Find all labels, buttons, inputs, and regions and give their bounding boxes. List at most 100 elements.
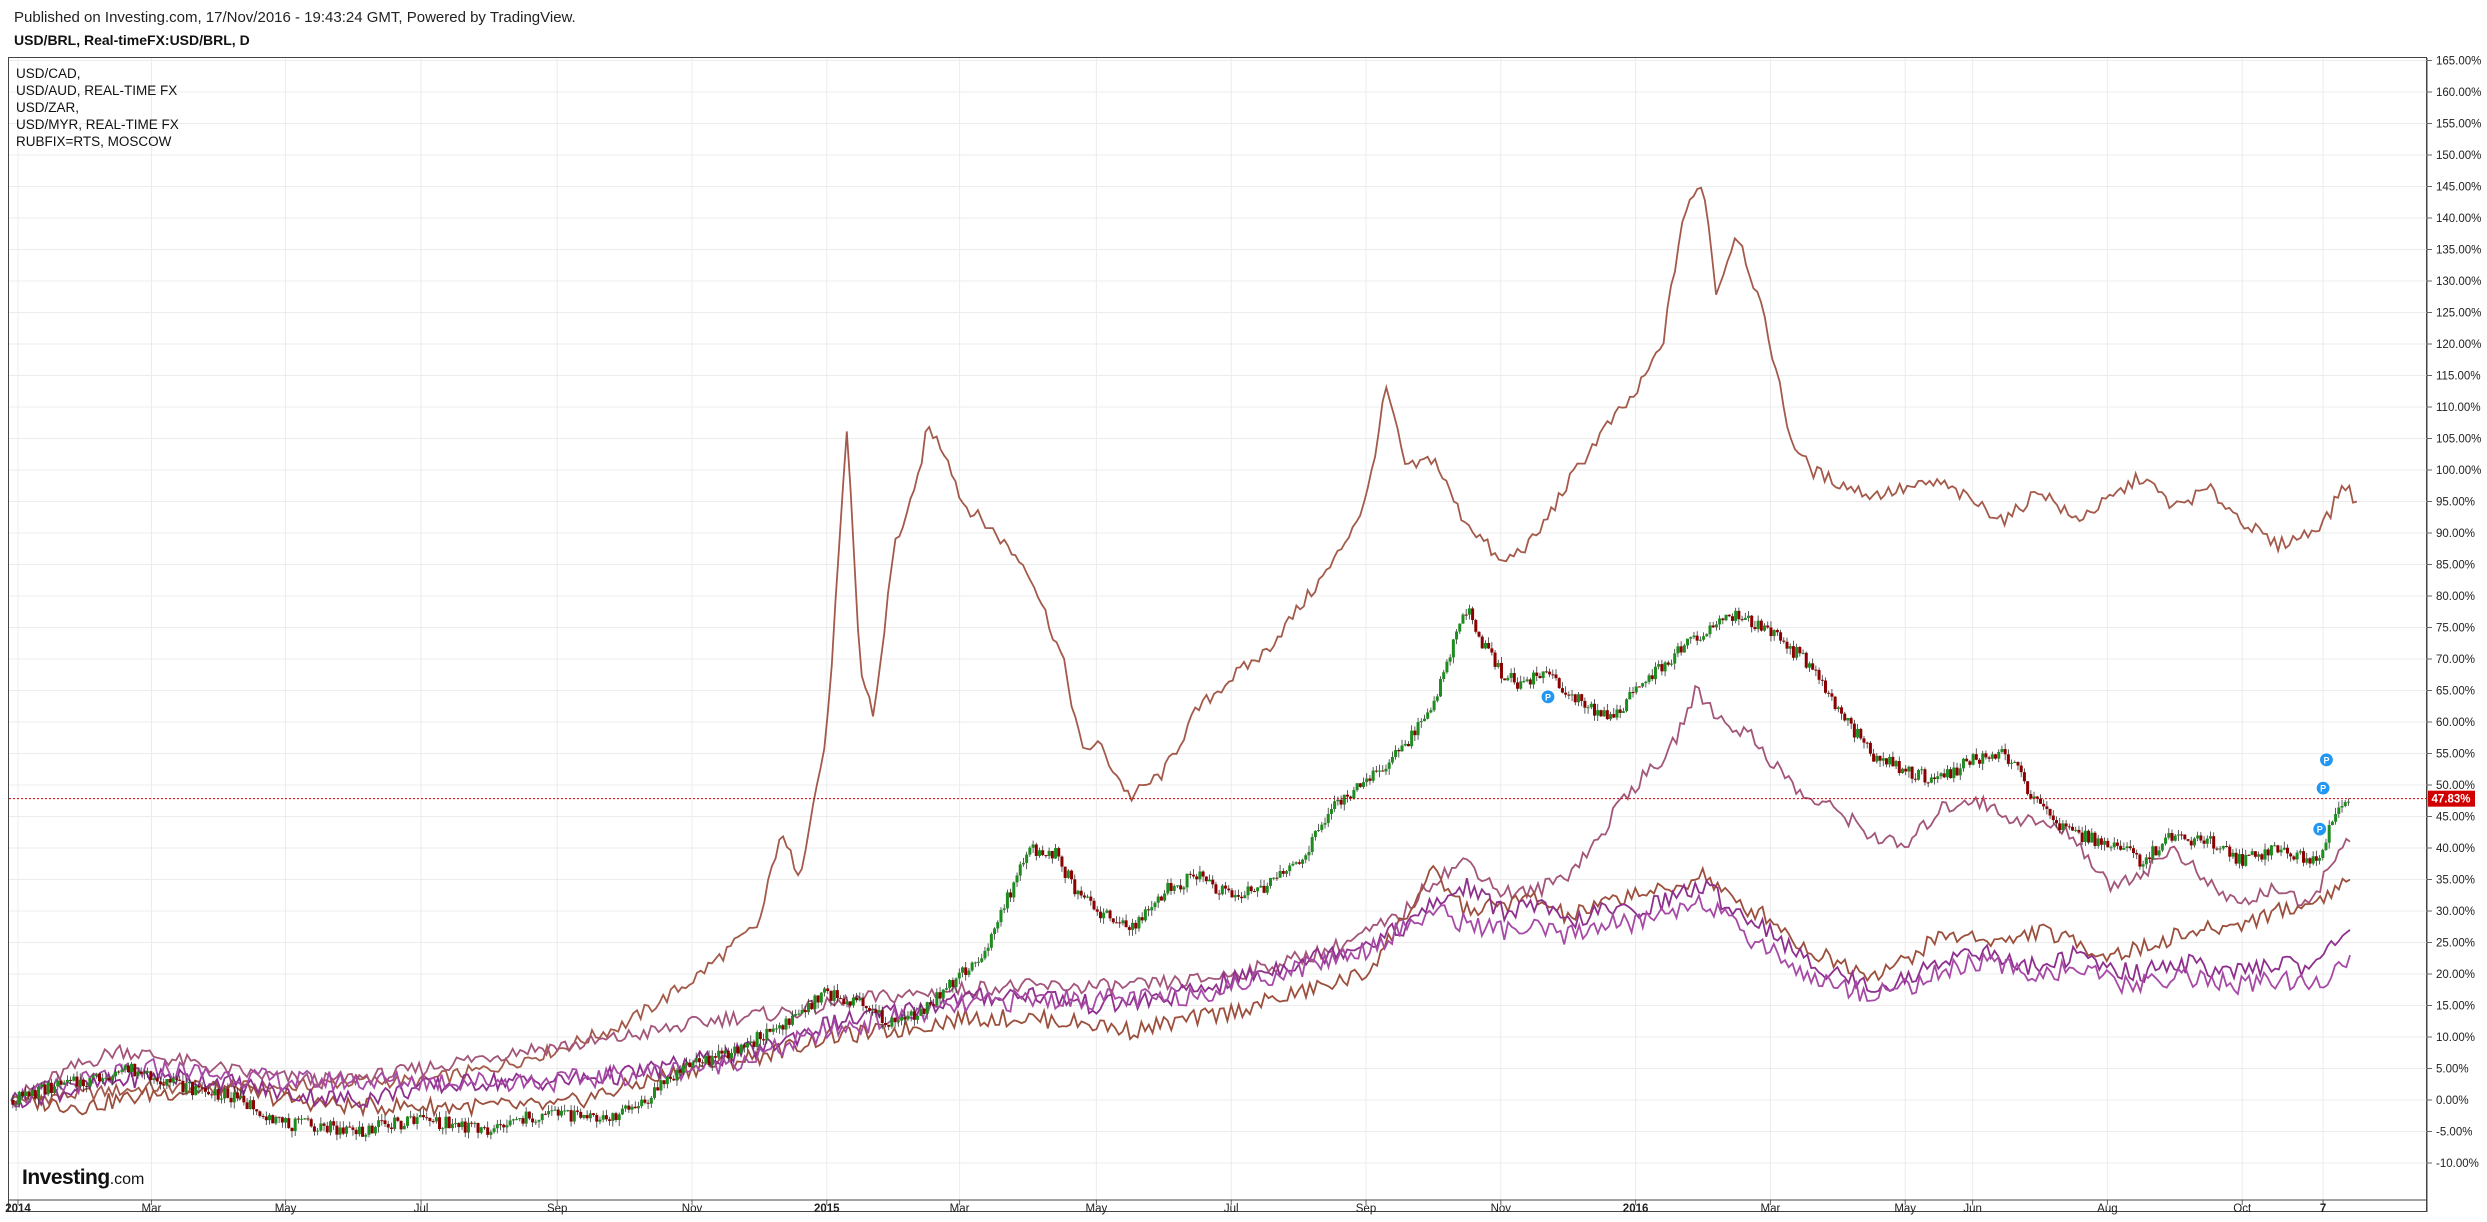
candle-body [1557, 678, 1561, 689]
candle-body [787, 1018, 791, 1025]
candle-body [1891, 756, 1895, 767]
candle-body [17, 1091, 21, 1104]
candle-body [1236, 895, 1240, 897]
candle-body [999, 909, 1003, 923]
candle-body [1942, 773, 1946, 778]
candle-body [2083, 830, 2087, 843]
candle-body [1840, 707, 1844, 714]
candle-body [1926, 782, 1930, 784]
candle-body [328, 1121, 332, 1133]
candle-body [27, 1091, 31, 1097]
candle-body [418, 1115, 422, 1118]
candle-body [1150, 907, 1154, 911]
legend-item-usdzar[interactable]: USD/ZAR, [16, 100, 80, 115]
candle-body [1336, 799, 1340, 802]
candle-body [973, 962, 977, 964]
candle-body [457, 1123, 461, 1128]
candle-body [964, 967, 968, 975]
candle-body [1307, 851, 1311, 856]
candle-body [2106, 840, 2110, 848]
candle-body [2199, 835, 2203, 841]
candle-body [1439, 678, 1443, 697]
candle-body [1666, 662, 1670, 665]
candle-body [508, 1120, 512, 1126]
event-marker[interactable] [2318, 752, 2335, 768]
candle-body [1570, 694, 1574, 696]
candle-body [1288, 865, 1292, 872]
candle-body [697, 1058, 701, 1063]
legend-item-rubfix[interactable]: RUBFIX=RTS, MOSCOW [16, 134, 172, 149]
y-tick-label: -5.00% [2436, 1127, 2472, 1139]
candle-body [1050, 850, 1054, 859]
candle-body [896, 1020, 900, 1023]
candle-body [1070, 870, 1074, 880]
candle-body [1031, 844, 1035, 848]
candle-body [665, 1076, 669, 1085]
candle-body [1615, 709, 1619, 718]
candle-body [2032, 796, 2036, 799]
event-marker[interactable] [1540, 689, 1556, 705]
candle-body [2051, 815, 2055, 821]
candle-body [309, 1119, 313, 1127]
candle-body [826, 988, 830, 992]
legend-item-usdmyr[interactable]: USD/MYR, REAL-TIME FX [16, 117, 179, 132]
event-marker[interactable] [2315, 780, 2331, 796]
candle-body [569, 1110, 573, 1122]
series-line-usdcad [10, 864, 2351, 1118]
candle-body [447, 1116, 451, 1129]
candle-body [354, 1129, 358, 1135]
candle-body [1057, 848, 1061, 857]
candle-body [1506, 677, 1510, 681]
candle-body [515, 1119, 519, 1121]
candle-body [848, 1001, 852, 1006]
event-marker[interactable] [2312, 821, 2328, 837]
y-tick-label: 105.00% [2436, 434, 2481, 446]
candle-body [678, 1069, 682, 1073]
symbol-title: USD/BRL, Real-timeFX:USD/BRL, D [14, 32, 250, 48]
candle-body [832, 990, 836, 1001]
candle-body [69, 1079, 73, 1081]
candle-body [1730, 616, 1734, 621]
candle-body [656, 1087, 660, 1091]
candle-body [2003, 749, 2007, 755]
candle-body [1852, 723, 1856, 738]
candle-body [2138, 854, 2142, 867]
y-tick-label: 35.00% [2436, 875, 2475, 887]
candle-body [1147, 909, 1151, 911]
candle-body [287, 1118, 291, 1128]
candle-body [694, 1058, 698, 1063]
candle-body [1352, 790, 1356, 799]
candle-body [2183, 834, 2187, 840]
candle-body [165, 1079, 169, 1086]
candle-body [2022, 772, 2026, 782]
candle-body [1230, 890, 1234, 898]
candle-body [1686, 638, 1690, 646]
candle-body [2006, 754, 2010, 764]
candle-body [72, 1076, 76, 1081]
candle-body [2324, 842, 2328, 850]
candle-body [139, 1071, 143, 1074]
candle-body [2215, 848, 2219, 850]
event-marker-glyph: P [2317, 825, 2323, 835]
candle-body [223, 1088, 227, 1099]
candle-body [563, 1110, 567, 1112]
candle-body [867, 1008, 871, 1011]
candle-body [1525, 679, 1529, 682]
candle-body [479, 1127, 483, 1133]
candle-body [1567, 694, 1571, 696]
candle-body [1868, 742, 1872, 754]
candle-body [1374, 770, 1378, 772]
candle-body [604, 1115, 608, 1120]
legend-item-usdaud[interactable]: USD/AUD, REAL-TIME FX [16, 83, 178, 98]
candle-body [726, 1050, 730, 1059]
legend-item-usdcad[interactable]: USD/CAD, [16, 66, 81, 81]
candle-body [1403, 743, 1407, 746]
candle-body [1657, 664, 1661, 667]
candle-body [717, 1050, 721, 1058]
candle-body [2176, 834, 2180, 836]
candle-body [2016, 762, 2020, 766]
candle-body [1429, 710, 1433, 713]
candle-body [912, 1011, 916, 1020]
candle-body [1782, 640, 1786, 642]
